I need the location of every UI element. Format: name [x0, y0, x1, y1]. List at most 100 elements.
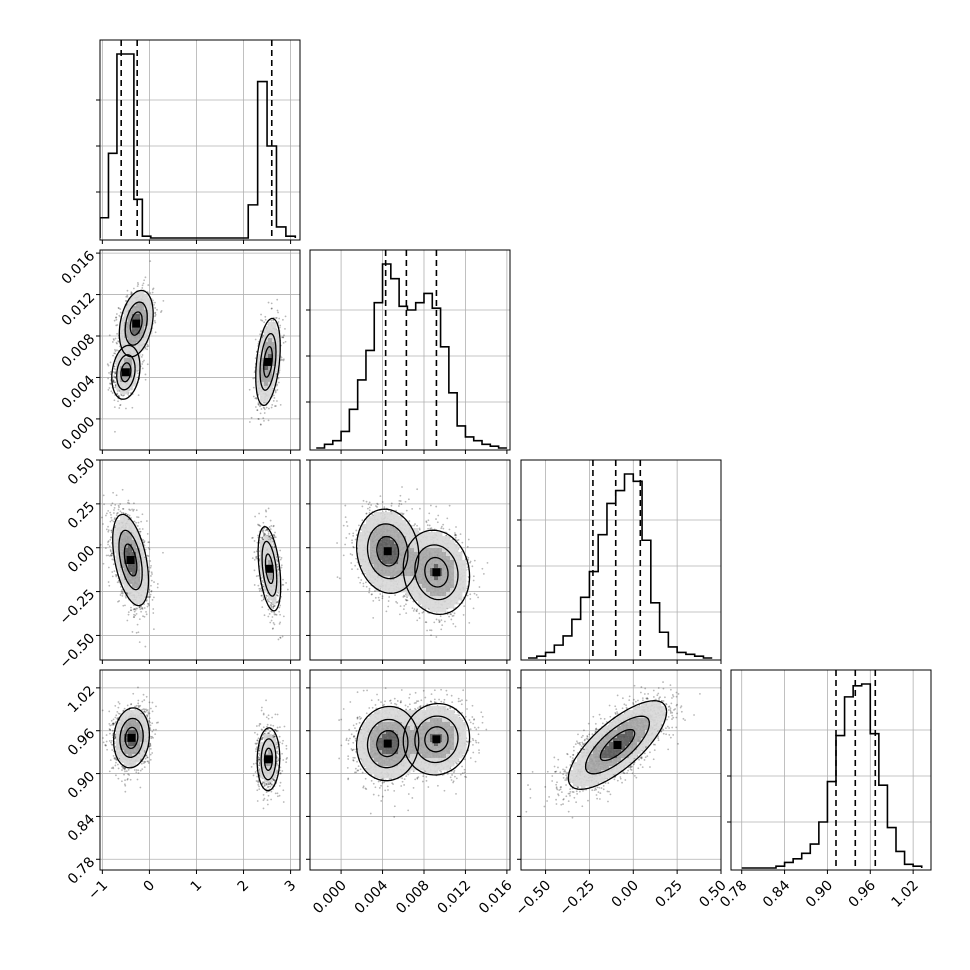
scatter-point: [124, 604, 126, 607]
scatter-point: [113, 381, 116, 384]
scatter-point: [133, 613, 135, 616]
scatter-point: [150, 589, 153, 592]
density-cell: [264, 540, 269, 545]
scatter-point: [111, 502, 114, 505]
scatter-point: [149, 595, 152, 598]
scatter-point: [110, 383, 112, 385]
scatter-point: [135, 509, 138, 512]
density-cell: [124, 366, 129, 371]
density-cell: [264, 370, 269, 375]
scatter-point: [141, 287, 144, 289]
scatter-point: [146, 343, 149, 346]
scatter-point: [112, 379, 115, 382]
density-cell: [136, 294, 141, 299]
scatter-point: [113, 375, 115, 378]
scatter-point: [116, 342, 118, 345]
scatter-point: [109, 511, 112, 514]
scatter-point: [119, 403, 122, 406]
scatter-point: [270, 606, 273, 609]
scatter-point: [264, 315, 267, 318]
scatter-point: [107, 543, 109, 546]
scatter-point: [255, 575, 258, 578]
scatter-point: [281, 635, 284, 638]
scatter-point: [136, 516, 138, 518]
scatter-point: [278, 371, 281, 374]
density-cell: [140, 544, 145, 549]
density-cell: [268, 338, 273, 343]
density-cell: [144, 294, 149, 299]
scatter-point: [276, 383, 278, 386]
scatter-point: [150, 575, 152, 577]
density-cell: [112, 536, 117, 541]
density-cell: [132, 294, 137, 299]
scatter-point: [280, 564, 283, 567]
scatter-point: [270, 319, 273, 322]
scatter-point: [139, 608, 142, 611]
scatter-point: [110, 504, 113, 507]
density-cell: [132, 310, 137, 315]
scatter-point: [270, 307, 273, 310]
density-cell: [140, 330, 145, 335]
scatter-point: [122, 394, 124, 397]
density-cell: [116, 358, 121, 363]
density-cell: [124, 310, 129, 315]
histogram-step: [100, 53, 297, 239]
density-cell: [272, 322, 277, 327]
scatter-point: [141, 607, 144, 609]
scatter-point: [148, 588, 151, 591]
scatter-point: [109, 382, 111, 385]
scatter-point: [277, 638, 280, 641]
scatter-point: [125, 407, 127, 410]
scatter-point: [144, 373, 147, 376]
density-cell: [136, 552, 141, 557]
scatter-point: [128, 508, 131, 511]
density-cell: [120, 318, 125, 323]
histogram-group: [316, 250, 507, 450]
scatter-point: [277, 377, 280, 380]
scatter-point: [261, 536, 264, 539]
scatter-point: [111, 552, 113, 555]
scatter-point: [108, 555, 111, 557]
scatter-point: [114, 352, 117, 355]
scatter-point: [114, 573, 117, 576]
scatter-point: [122, 507, 125, 510]
scatter-point: [273, 534, 275, 536]
scatter-point: [133, 502, 135, 505]
density-cell: [260, 378, 265, 383]
scatter-point: [102, 523, 104, 525]
density-cell: [144, 314, 149, 319]
scatter-point: [148, 570, 151, 573]
scatter-point: [149, 593, 152, 596]
scatter-point: [143, 541, 146, 544]
density-cell: [124, 346, 129, 351]
scatter-point: [115, 324, 118, 327]
density-cell: [264, 390, 269, 395]
scatter-point: [141, 354, 144, 356]
scatter-point: [108, 545, 111, 548]
density-cell: [128, 532, 133, 537]
scatter-point: [156, 308, 158, 311]
scatter-point: [111, 558, 114, 561]
density-cell: [264, 330, 269, 335]
density-cell: [268, 326, 273, 331]
scatter-point: [130, 606, 132, 609]
scatter-point: [252, 377, 255, 380]
density-cell: [128, 520, 133, 525]
density-cell: [260, 354, 265, 359]
scatter-point: [274, 613, 277, 616]
scatter-point: [143, 607, 146, 609]
scatter-point: [279, 613, 281, 616]
density-cell: [120, 382, 125, 387]
density-cell: [140, 326, 145, 331]
density-cell: [128, 548, 133, 553]
scatter-point: [278, 326, 281, 329]
scatter-point: [273, 397, 276, 399]
scatter-point: [119, 308, 122, 310]
scatter-point: [253, 584, 256, 586]
density-cell: [264, 544, 269, 549]
scatter-point: [107, 509, 110, 512]
density-cell: [128, 536, 133, 541]
scatter-point: [264, 529, 267, 532]
density-cell: [140, 552, 145, 557]
density-cell: [120, 322, 125, 327]
